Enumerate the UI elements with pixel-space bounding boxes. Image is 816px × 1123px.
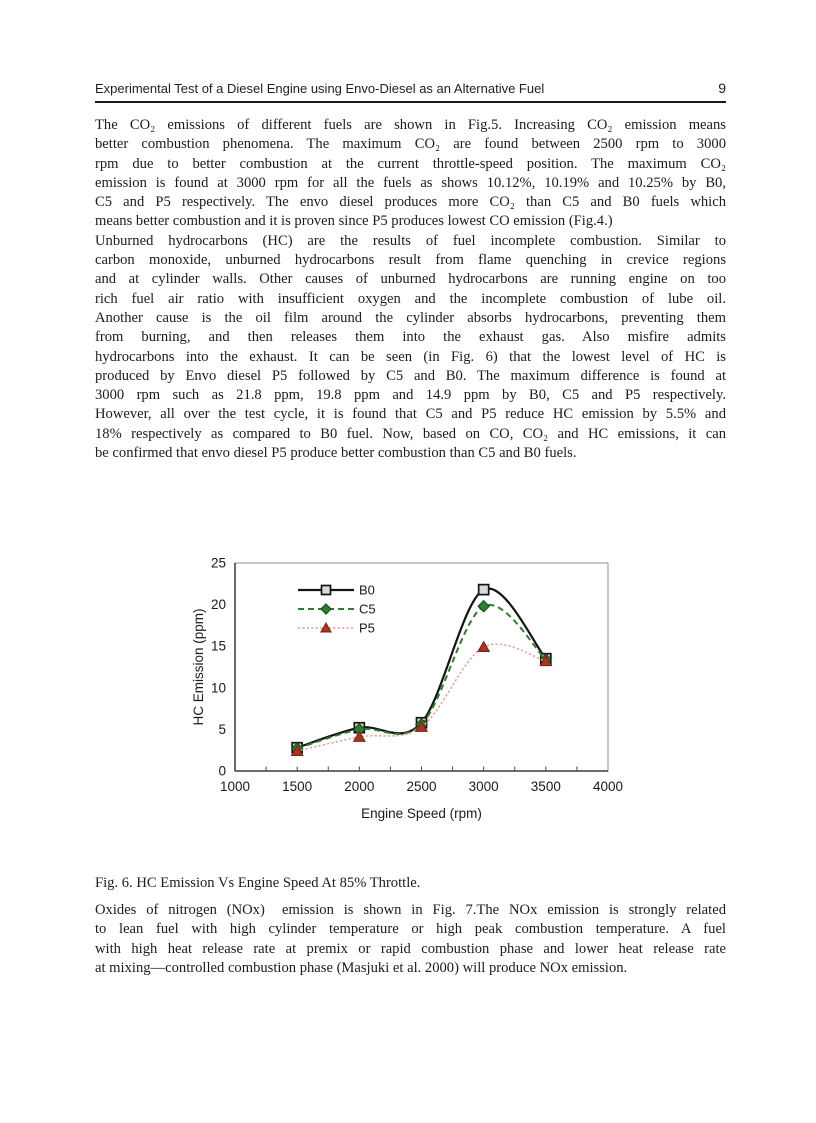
svg-text:3500: 3500 [531,779,561,794]
y-tick-labels: 0 5 10 15 20 25 [211,556,226,779]
text-line: emission is found at 3000 rpm for all th… [95,174,726,191]
svg-text:P5: P5 [359,621,375,636]
svg-text:B0: B0 [359,583,375,598]
text-line: 3000 rpm such as 21.8 ppm, 19.8 ppm and … [95,387,726,404]
svg-text:15: 15 [211,639,226,654]
svg-text:2500: 2500 [406,779,436,794]
text-line: carbon monoxide, unburned hydrocarbons r… [95,252,726,269]
svg-text:C5: C5 [359,602,376,617]
running-title: Experimental Test of a Diesel Engine usi… [95,81,545,96]
x-tick-marks [265,766,578,771]
svg-text:10: 10 [211,680,226,695]
series-P5 [290,640,553,756]
hc-emission-line-chart: 1000 1500 2000 2500 3000 3500 4000 0 5 10 15 20 25 En… [191,556,623,822]
legend-item-C5: C5 [298,602,376,617]
page-number: 9 [718,80,726,96]
svg-text:1000: 1000 [220,779,250,794]
text-line: Oxides of nitrogen (NOx) emission is sho… [95,902,726,918]
paragraph-nox: Oxides of nitrogen (NOx) emission is sho… [95,901,726,978]
text-line: means better combustion and it is proven… [95,213,613,230]
plot-frame [234,562,609,772]
text-line: produced by Envo diesel P5 followed by C… [95,367,726,384]
text-line: 18% respectively as compared to B0 fuel.… [95,425,726,442]
text-line: and at cylinder walls. Other causes of u… [95,271,726,288]
page-header: Experimental Test of a Diesel Engine usi… [95,80,726,103]
text-line: from burning, and then releases them int… [95,329,726,346]
text-line: C5 and P5 respectively. The envo diesel … [95,194,726,211]
y-axis-title: HC Emission (ppm) [191,608,206,725]
svg-text:0: 0 [218,764,226,779]
figure-6-caption: Fig. 6. HC Emission Vs Engine Speed At 8… [95,875,421,891]
text-line: rich fuel air ratio with insufficient ox… [95,290,726,307]
text-line: The CO₂ emissions of different fuels are… [95,117,726,133]
legend-item-B0: B0 [298,583,375,598]
paragraph-unburned-hc: Unburned hydrocarbons (HC) are the resul… [95,232,726,464]
svg-text:2000: 2000 [344,779,374,794]
paragraph-co2-emissions: The CO₂ emissions of different fuels are… [95,116,726,232]
legend-item-P5: P5 [298,621,375,636]
x-tick-labels: 1000 1500 2000 2500 3000 3500 4000 [220,779,623,794]
text-line: to lean fuel with high cylinder temperat… [95,921,726,938]
figure-6: 1000 1500 2000 2500 3000 3500 4000 0 5 10 15 20 25 En… [180,545,640,840]
x-axis-title: Engine Speed (rpm) [361,806,482,821]
body-text-block-2: Oxides of nitrogen (NOx) emission is sho… [95,901,726,978]
svg-text:1500: 1500 [282,779,312,794]
legend: B0 C5 P5 [298,583,376,636]
text-line: hydrocarbons into the exhaust. It can be… [95,348,726,365]
svg-text:5: 5 [218,722,226,737]
text-line: with high heat release rate at premix or… [95,940,726,957]
text-line: rpm due to better combustion at the curr… [95,155,726,172]
text-line: better combustion phenomena. The maximum… [95,136,726,153]
svg-text:25: 25 [211,556,226,571]
svg-text:3000: 3000 [469,779,499,794]
text-line: Unburned hydrocarbons (HC) are the resul… [95,232,726,249]
text-line: Another cause is the oil film around the… [95,309,726,326]
svg-text:4000: 4000 [593,779,623,794]
body-text-block: The CO₂ emissions of different fuels are… [95,116,726,463]
text-line: be confirmed that envo diesel P5 produce… [95,445,577,462]
text-line: However, all over the test cycle, it is … [95,406,726,423]
text-line: at mixing—controlled combustion phase (M… [95,959,628,976]
svg-text:20: 20 [211,597,226,612]
